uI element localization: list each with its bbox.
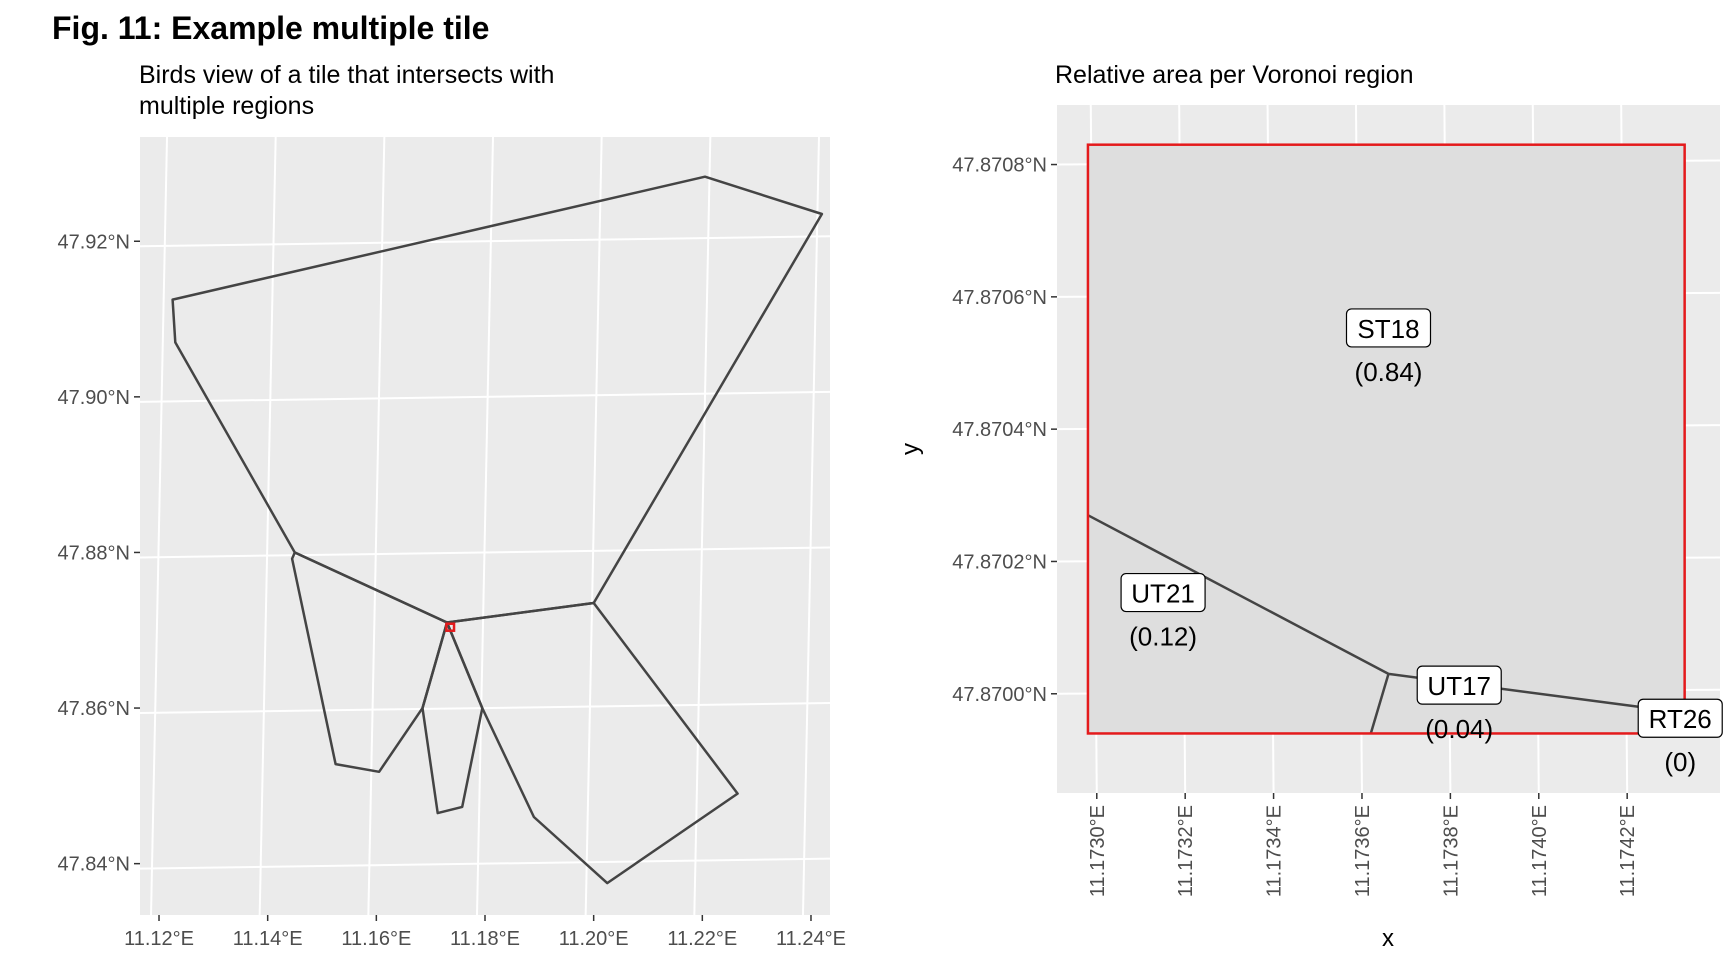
figure-title: Fig. 11: Example multiple tile xyxy=(52,10,489,46)
region-label-name: UT21 xyxy=(1131,579,1195,609)
region-label: RT26 (0) xyxy=(1637,698,1723,777)
right-boundary-line xyxy=(1369,673,1390,734)
right-panel: Relative area per Voronoi region ST18 (0.… xyxy=(897,61,1723,952)
left-y-gridline xyxy=(139,857,831,870)
right-y-tick-label: 47.8702°N xyxy=(952,551,1047,573)
left-x-tick-label: 11.12°E xyxy=(124,928,194,950)
right-tile-area xyxy=(1087,144,1685,734)
right-y-tick-label: 47.8700°N xyxy=(952,684,1047,706)
region-label-value: (0) xyxy=(1664,747,1696,777)
left-y-gridline xyxy=(139,702,831,715)
region-label-box xyxy=(1345,308,1432,348)
right-y-tick-label: 47.8706°N xyxy=(952,287,1047,309)
left-y-tick-label: 47.92°N xyxy=(58,231,131,253)
right-x-tick-label: 11.1730°E xyxy=(1087,805,1109,897)
left-x-gridline xyxy=(693,136,712,916)
left-gridlines xyxy=(139,136,831,916)
left-x-tick-label: 11.24°E xyxy=(776,928,846,950)
region-label-value: (0.12) xyxy=(1129,622,1197,652)
region-label: UT21 (0.12) xyxy=(1120,572,1206,652)
right-tile-border xyxy=(1086,143,1686,735)
right-y-tick-label: 47.8708°N xyxy=(952,155,1047,177)
left-y-tick-label: 47.90°N xyxy=(58,387,131,409)
region-label-value: (0.84) xyxy=(1355,357,1423,387)
left-x-gridline xyxy=(801,136,820,916)
left-highlight-tile xyxy=(445,622,456,632)
right-subtitle: Relative area per Voronoi region xyxy=(1055,61,1414,89)
region-label: ST18 (0.84) xyxy=(1345,308,1432,387)
left-x-gridline xyxy=(150,136,169,916)
left-x-gridline xyxy=(476,136,494,916)
left-y-gridline xyxy=(139,235,831,248)
left-y-tick-label: 47.88°N xyxy=(58,542,131,564)
region-label-box xyxy=(1637,698,1723,738)
right-region-boundaries xyxy=(1087,514,1641,734)
left-y-tick-label: 47.86°N xyxy=(58,698,131,720)
right-y-axis-title: y xyxy=(897,443,924,455)
left-y-gridline xyxy=(139,390,831,403)
left-x-tick-label: 11.16°E xyxy=(341,928,411,950)
left-axis-ticks: 11.12°E 11.14°E 11.16°E 11.18°E 11.20°E 11.22… xyxy=(58,231,846,950)
left-subtitle-line-1: Birds view of a tile that intersects wit… xyxy=(139,61,554,89)
region-label-box xyxy=(1120,572,1206,613)
right-y-tick-label: 47.8704°N xyxy=(952,419,1047,441)
right-x-tick-label: 11.1742°E xyxy=(1617,805,1639,897)
region-label-name: RT26 xyxy=(1649,704,1712,734)
right-x-tick-label: 11.1740°E xyxy=(1529,805,1551,897)
right-axis-ticks: 11.1730°E 11.1732°E 11.1734°E 11.1736°E 11.1… xyxy=(952,155,1639,898)
left-x-tick-label: 11.22°E xyxy=(667,928,737,950)
left-x-gridline xyxy=(584,136,603,916)
left-x-gridline xyxy=(367,136,386,916)
right-tile-fill xyxy=(1087,144,1685,734)
left-subtitle: Birds view of a tile that intersects wit… xyxy=(139,61,561,120)
region-label-name: ST18 xyxy=(1357,314,1419,344)
region-label-value: (0.04) xyxy=(1425,714,1493,744)
left-tile-mark xyxy=(445,622,456,632)
left-x-tick-label: 11.14°E xyxy=(233,928,303,950)
left-y-gridline xyxy=(139,546,831,559)
left-panel: Birds view of a tile that intersects wit… xyxy=(58,61,846,950)
left-x-tick-label: 11.18°E xyxy=(450,928,520,950)
right-x-tick-label: 11.1736°E xyxy=(1352,805,1374,897)
left-y-tick-label: 47.84°N xyxy=(58,854,131,876)
left-region-polygon xyxy=(445,601,739,885)
left-x-tick-label: 11.20°E xyxy=(559,928,629,950)
left-subtitle-line-2: multiple regions xyxy=(139,92,314,120)
right-region-labels: ST18 (0.84) UT21 (0.12) UT17 (0.04) RT26 (0) xyxy=(1120,308,1723,777)
right-tile-outline xyxy=(1086,143,1686,735)
region-label: UT17 (0.04) xyxy=(1416,665,1502,744)
right-x-tick-label: 11.1738°E xyxy=(1440,805,1462,897)
right-x-tick-label: 11.1734°E xyxy=(1264,805,1286,897)
region-label-box xyxy=(1416,665,1502,705)
left-x-gridline xyxy=(258,136,277,916)
right-x-tick-label: 11.1732°E xyxy=(1175,805,1197,897)
right-x-axis-title: x xyxy=(1382,925,1394,952)
region-label-name: UT17 xyxy=(1427,671,1491,701)
